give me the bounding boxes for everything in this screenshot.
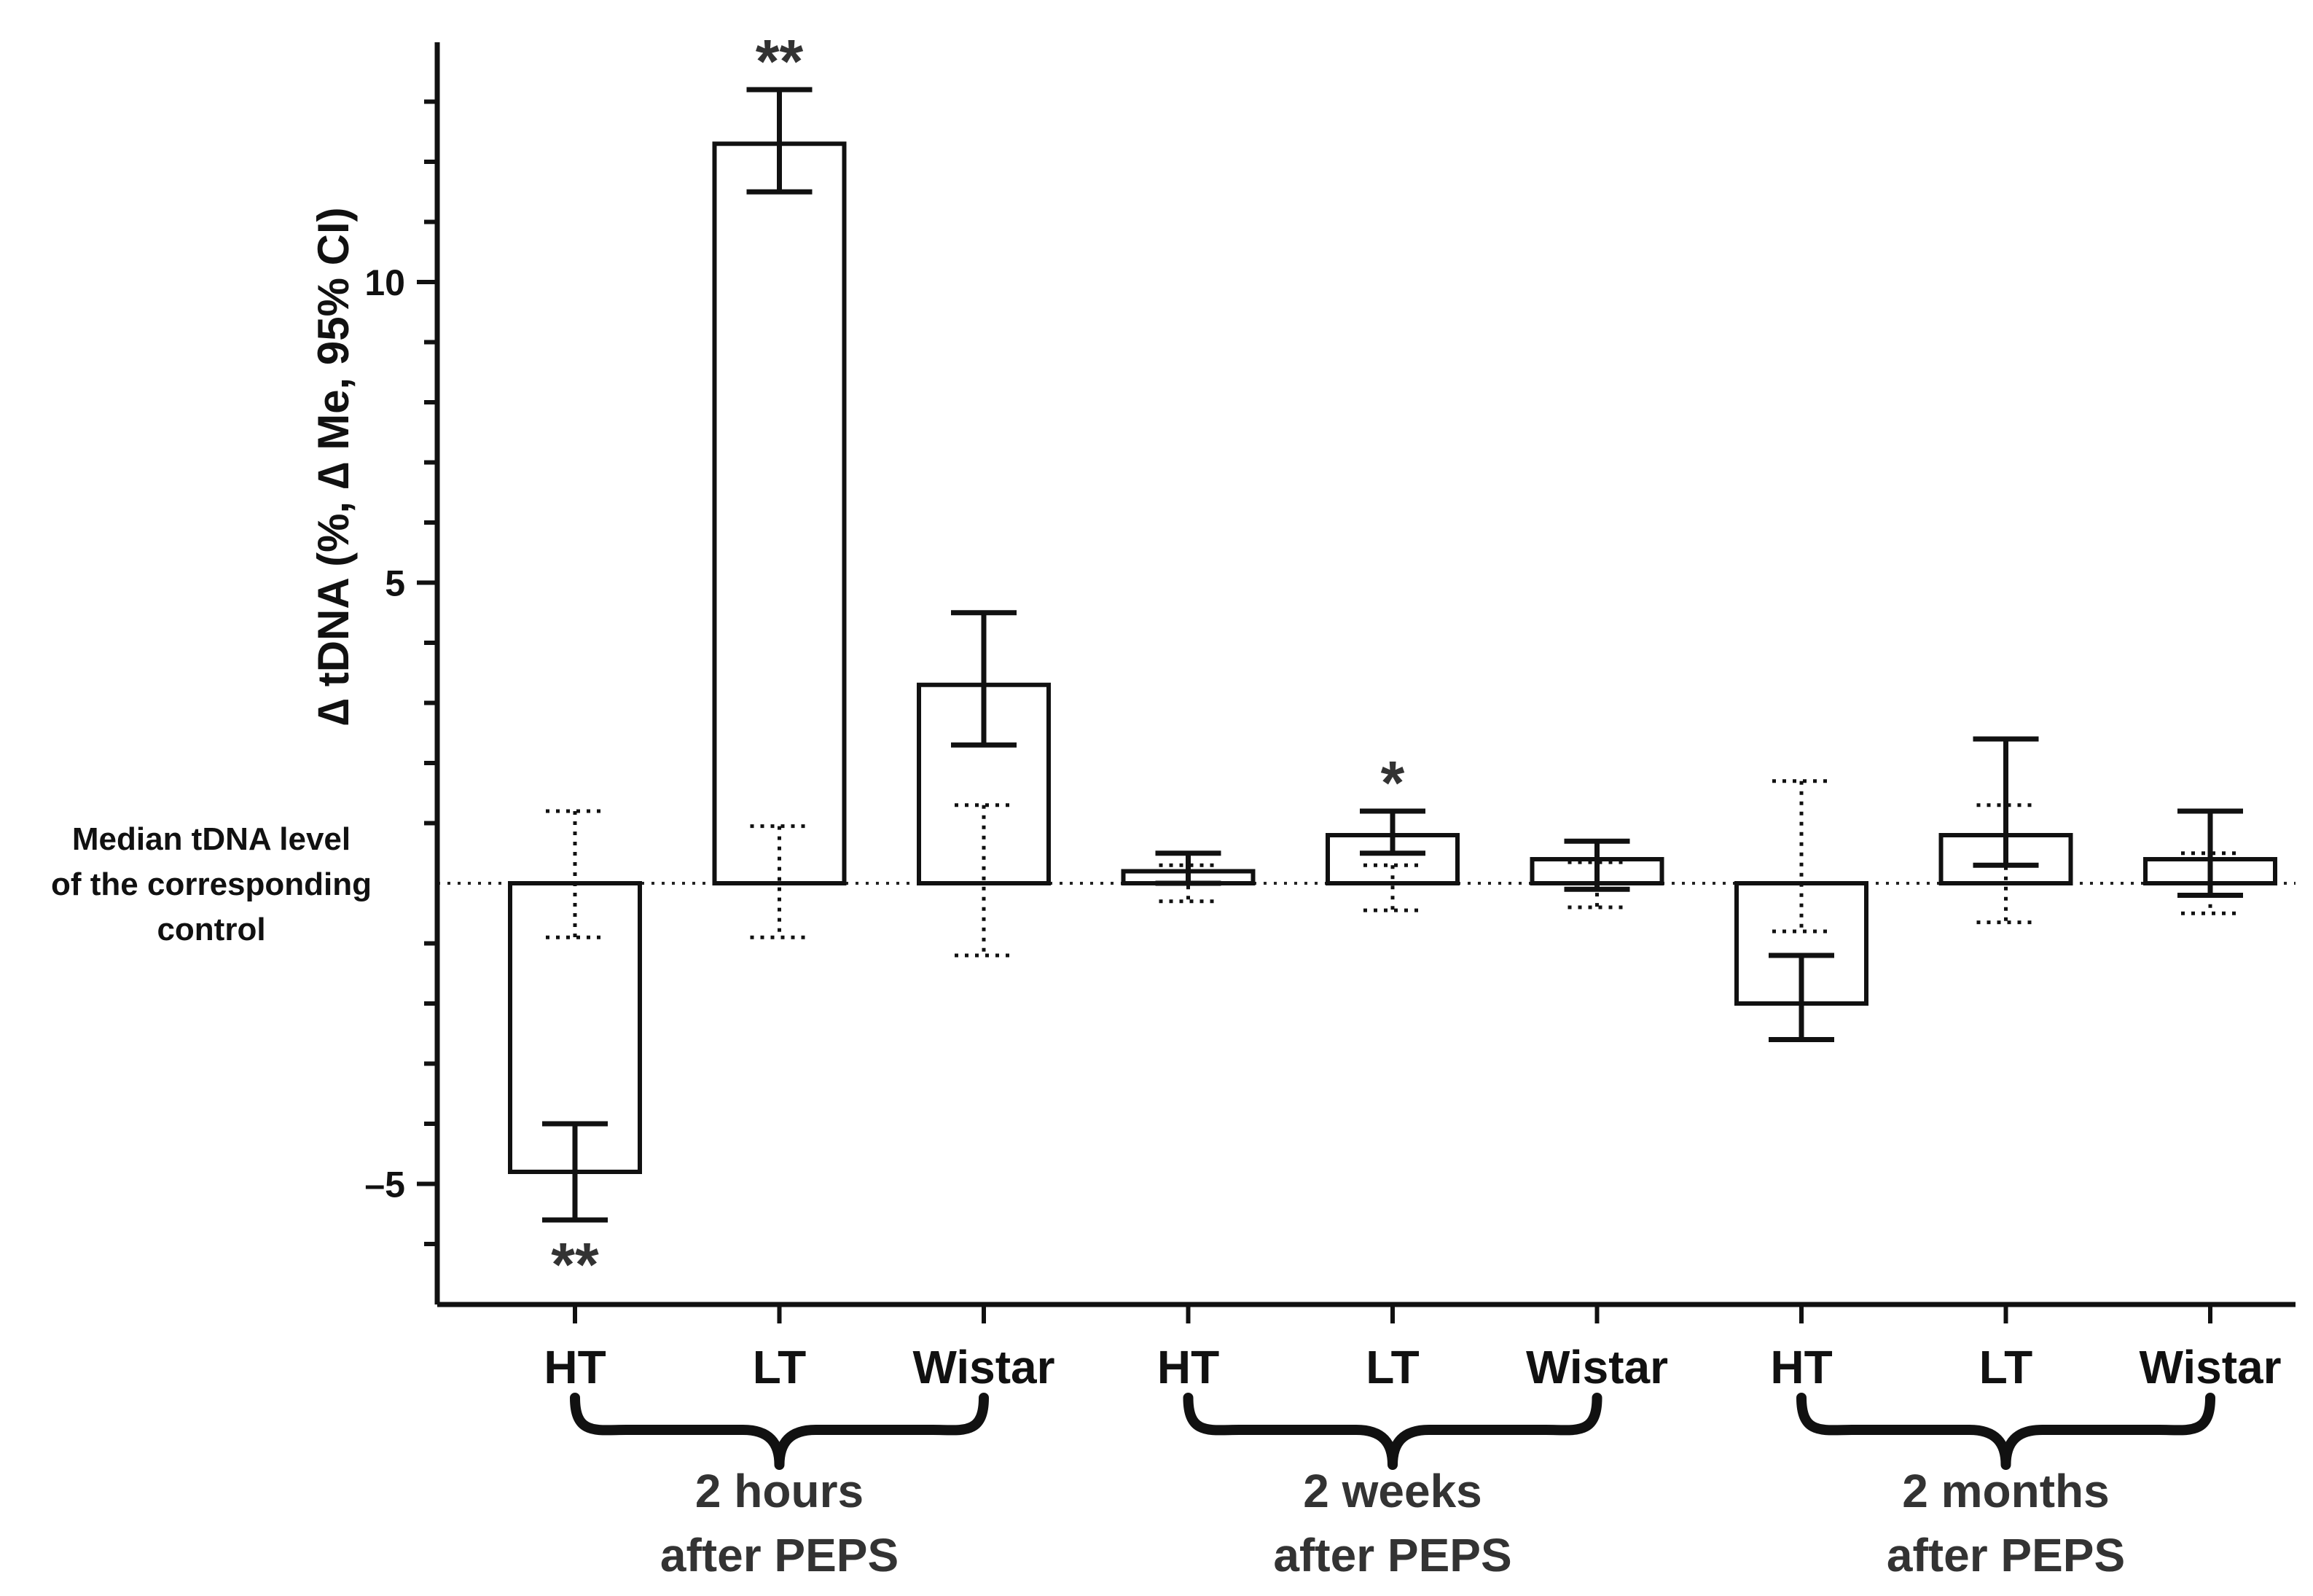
y-axis: –5 5 10 <box>364 42 2296 1323</box>
category-label: LT <box>753 1341 806 1393</box>
category-label: HT <box>1157 1341 1219 1393</box>
group-brace <box>1796 1393 2215 1470</box>
group-label: 2 months <box>1902 1465 2109 1517</box>
y-tick-label: 10 <box>364 262 405 303</box>
reference-line-label: of the corresponding <box>51 867 372 902</box>
group-label: 2 weeks <box>1303 1465 1482 1517</box>
category-label: Wistar <box>912 1341 1054 1393</box>
ci-layer <box>542 87 2243 1223</box>
group-label: 2 hours <box>695 1465 864 1517</box>
bar-lt-1 <box>712 141 847 885</box>
reference-line-label: Median tDNA level <box>72 821 351 857</box>
group-label: after PEPS <box>660 1529 899 1581</box>
category-label: HT <box>544 1341 606 1393</box>
category-label: HT <box>1770 1341 1832 1393</box>
significance-marker: * <box>1381 748 1405 817</box>
group-brace <box>1183 1393 1602 1470</box>
category-label: LT <box>1979 1341 2032 1393</box>
category-label: LT <box>1366 1341 1419 1393</box>
significance-marker: ** <box>756 27 804 95</box>
y-axis-label: ∆ tDNA (%, ∆ Me, 95% CI) <box>309 207 358 725</box>
significance-marker: ** <box>551 1230 599 1299</box>
reference-line-label: control <box>157 912 265 947</box>
group-brace <box>570 1393 989 1470</box>
category-label: Wistar <box>1526 1341 1668 1393</box>
group-label: after PEPS <box>1273 1529 1511 1581</box>
y-tick-label: 5 <box>385 563 405 604</box>
category-label: Wistar <box>2139 1341 2281 1393</box>
group-label: after PEPS <box>1887 1529 2125 1581</box>
y-tick-label: –5 <box>364 1165 405 1205</box>
labels-layer: Median tDNA level of the corresponding con… <box>51 27 2282 1581</box>
